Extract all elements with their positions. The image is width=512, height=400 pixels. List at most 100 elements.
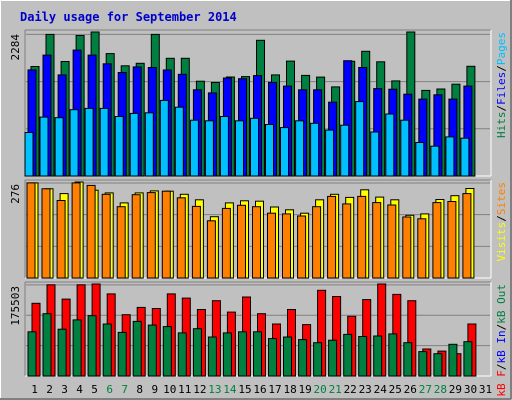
bar-pages (204, 120, 214, 177)
bar-sites (191, 205, 201, 279)
bar-pages (295, 120, 305, 177)
bar-sites (86, 184, 96, 279)
bar-pages (99, 107, 109, 177)
legend-entry: kB Out (495, 284, 508, 324)
bar-sites (206, 220, 216, 279)
bar-sites (357, 195, 367, 279)
chart-title: Daily usage for September 2014 (20, 10, 237, 24)
x-tick-label: 17 (268, 383, 281, 396)
bar-kb-out (418, 351, 428, 377)
bar-kb-out (313, 342, 323, 377)
bar-kb-out (463, 341, 473, 377)
bar-sites (402, 216, 412, 279)
bar-kb-out (27, 331, 37, 377)
legend-entry: / (495, 65, 508, 72)
bar-pages (460, 137, 470, 177)
bar-kb-out (117, 331, 127, 377)
legend-entry: Sites (495, 182, 508, 215)
x-tick-label: 14 (223, 383, 237, 396)
bar-kb-out (388, 333, 398, 377)
bar-kb-out (343, 333, 353, 377)
bar-kb-out (147, 324, 157, 377)
x-tick-label: 1 (31, 383, 38, 396)
bar-sites (462, 193, 472, 279)
bar-kb-out (42, 313, 52, 377)
x-tick-label: 30 (464, 383, 477, 396)
bar-pages (430, 145, 440, 177)
bar-sites (116, 206, 126, 279)
bar-pages (445, 136, 455, 177)
x-tick-label: 4 (76, 383, 83, 396)
bar-pages (250, 117, 259, 177)
bar-kb-out (222, 332, 232, 377)
panel-visits-sites: 276 Visits/Sites (9, 179, 508, 279)
bar-pages (219, 116, 229, 177)
legend-entry: kB In (495, 330, 508, 363)
bar-sites (267, 212, 276, 279)
bar-kb-out (207, 336, 217, 377)
x-tick-label: 29 (449, 383, 462, 396)
x-tick-label: 25 (389, 383, 402, 396)
bar-kb-out (448, 343, 458, 377)
bar-pages (39, 116, 49, 177)
bar-pages (54, 117, 64, 177)
bar-kb-out (373, 335, 383, 377)
bar-pages (189, 119, 199, 177)
bar-kb-out (162, 326, 172, 377)
bar-pages (144, 112, 154, 177)
legend-entry: / (495, 324, 508, 331)
bar-sites (146, 192, 156, 279)
bar-kb-out (328, 339, 338, 377)
bar-pages (355, 101, 365, 177)
bar-pages (325, 129, 335, 177)
x-tick-label: 10 (163, 383, 176, 396)
bar-sites (56, 200, 66, 279)
x-tick-label: 9 (151, 383, 158, 396)
bar-pages (159, 99, 169, 177)
bar-pages (340, 124, 350, 177)
x-tick-label: 18 (283, 383, 296, 396)
legend-entry: Pages (495, 32, 508, 65)
bar-sites (101, 193, 111, 279)
x-tick-label: 23 (359, 383, 372, 396)
x-tick-label: 26 (404, 383, 417, 396)
x-axis-labels: 1 2 3 4 5 6 7 8 9 10 11 12 13 14 15 16 17 18 19 20 21 22 23 24 2… (31, 383, 492, 396)
bar-kb-out (403, 342, 413, 377)
bar-sites (221, 207, 231, 279)
x-tick-label: 5 (91, 383, 98, 396)
bar-pages (174, 106, 184, 177)
x-tick-label: 13 (208, 383, 221, 396)
bar-sites (372, 202, 382, 279)
bar-kb-out (57, 328, 67, 377)
bar-pages (129, 112, 139, 177)
legend-entry: kB F (495, 370, 508, 397)
panel-legend: kB F/kB In/kB Out (495, 284, 508, 397)
x-tick-label: 2 (46, 383, 53, 396)
bar-pages (310, 122, 320, 177)
x-tick-label: 8 (136, 383, 143, 396)
legend-entry: / (495, 215, 508, 222)
bar-sites (327, 195, 337, 279)
bar-kb-out (132, 320, 142, 377)
bar-sites (237, 204, 246, 279)
bar-pages (235, 120, 244, 177)
x-tick-label: 20 (313, 383, 326, 396)
panel-legend: Visits/Sites (495, 182, 508, 262)
bar-sites (131, 194, 141, 279)
bar-kb-out (433, 353, 443, 377)
x-tick-label: 7 (121, 383, 128, 396)
bar-sites (432, 202, 442, 279)
panel-ymax-label: 276 (9, 184, 22, 204)
panel-ymax-label: 2284 (9, 34, 22, 61)
bar-pages (114, 116, 124, 177)
bar-kb-out (177, 332, 187, 377)
x-tick-label: 6 (106, 383, 113, 396)
legend-entry: / (495, 105, 508, 112)
x-tick-label: 21 (329, 383, 342, 396)
bar-kb-out (268, 338, 277, 377)
bar-pages (69, 109, 79, 177)
legend-entry: / (495, 364, 508, 371)
bar-kb-out (283, 336, 292, 377)
